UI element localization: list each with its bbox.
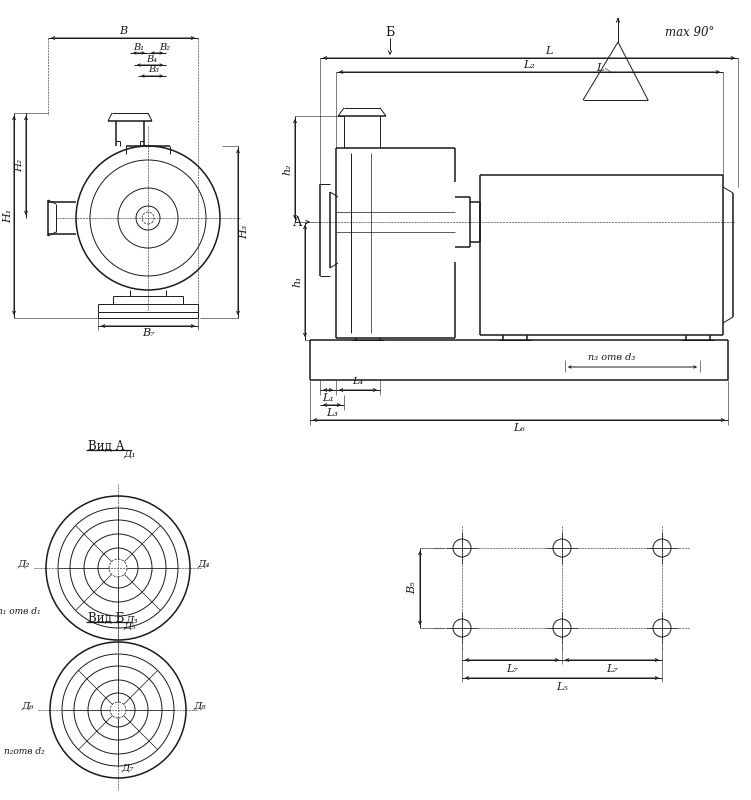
Text: n₃ отв d₃: n₃ отв d₃ (588, 353, 635, 362)
Text: B: B (119, 26, 127, 36)
Text: L₁: L₁ (322, 393, 334, 403)
Text: h₁: h₁ (292, 275, 302, 287)
Text: L₆: L₆ (513, 423, 525, 433)
Text: Д₂: Д₂ (17, 559, 30, 569)
Text: L₇: L₇ (606, 664, 618, 674)
Text: Д₇: Д₇ (122, 763, 134, 773)
Text: Вид Б: Вид Б (88, 611, 124, 625)
Text: L₄: L₄ (352, 378, 363, 386)
Text: B₇: B₇ (142, 328, 154, 338)
Text: L₂: L₂ (523, 60, 535, 70)
Text: B₂: B₂ (159, 42, 170, 51)
Text: B₅: B₅ (407, 582, 417, 594)
Text: B₄: B₄ (146, 54, 158, 63)
Text: L₃: L₃ (326, 408, 338, 418)
Text: H₁: H₁ (3, 208, 13, 222)
Text: Д₁: Д₁ (124, 450, 136, 458)
Text: h₂: h₂ (282, 163, 292, 175)
Text: Д₃: Д₃ (125, 615, 138, 625)
Text: Д₅: Д₅ (124, 622, 136, 630)
Text: H₃: H₃ (239, 225, 249, 239)
Text: А: А (293, 215, 303, 229)
Text: H₂: H₂ (16, 159, 25, 172)
Text: n₂отв d₂: n₂отв d₂ (5, 747, 45, 757)
Text: L: L (596, 63, 604, 73)
Text: L: L (545, 46, 553, 56)
Text: L₇: L₇ (506, 664, 518, 674)
Text: max 90°: max 90° (665, 26, 715, 38)
Text: Д₈: Д₈ (194, 702, 207, 710)
Text: B₃: B₃ (149, 66, 159, 74)
Text: Б: Б (385, 26, 394, 38)
Text: B₁: B₁ (134, 42, 144, 51)
Text: Вид А: Вид А (88, 439, 124, 453)
Text: L₅: L₅ (556, 682, 568, 692)
Text: Д₆: Д₆ (22, 702, 34, 710)
Text: n₁ отв d₁: n₁ отв d₁ (0, 607, 41, 617)
Text: Д₄: Д₄ (198, 559, 210, 569)
